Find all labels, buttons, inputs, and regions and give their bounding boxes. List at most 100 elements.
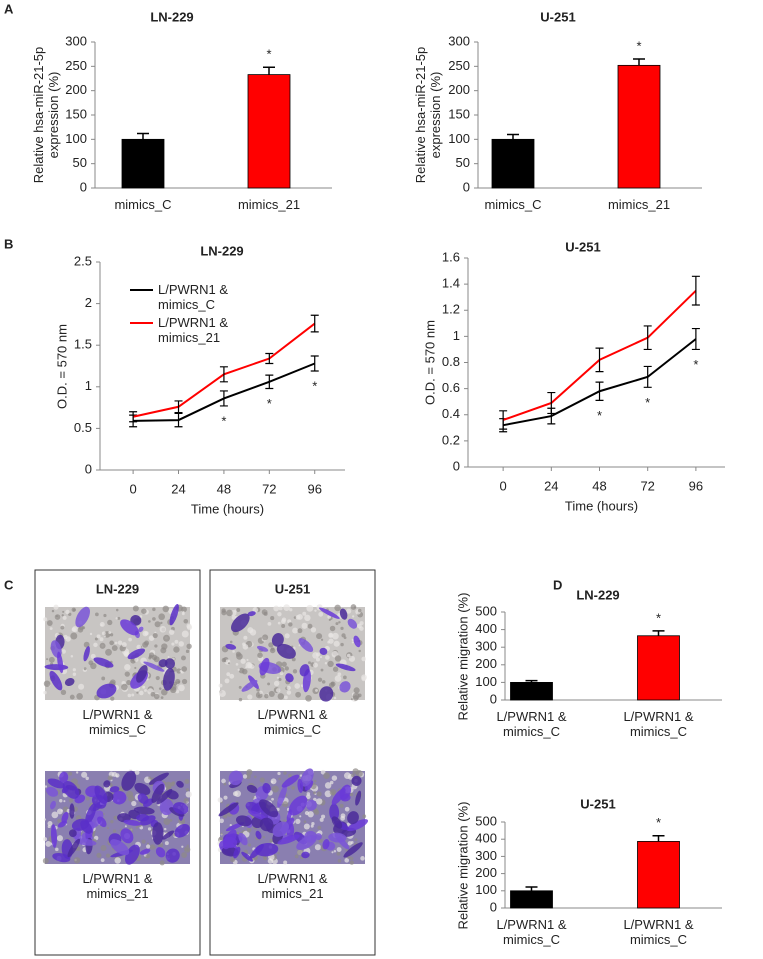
micrograph-speck [303, 823, 310, 830]
cell [93, 657, 114, 668]
y-tick-label: 0.6 [442, 380, 460, 395]
cell [123, 819, 142, 826]
micrograph-speck [223, 782, 227, 786]
micrograph-speck [75, 771, 79, 774]
micrograph-speck [161, 688, 168, 696]
x-tick-label: 96 [307, 481, 321, 496]
micrograph-speck [56, 835, 64, 842]
micrograph-speck [344, 806, 350, 812]
micrograph-speck [85, 776, 89, 781]
y-tick-label: 2.5 [74, 253, 92, 268]
micrograph-speck [162, 605, 170, 613]
micrograph-speck [277, 611, 282, 617]
micrograph-speck [150, 691, 156, 697]
micrograph-speck [320, 668, 324, 672]
micrograph-speck [361, 674, 367, 681]
micrograph-speck [89, 632, 93, 636]
cell [74, 838, 97, 846]
micrograph-speck [277, 771, 281, 776]
micrograph-speck [111, 771, 118, 777]
micrograph-speck [236, 608, 241, 613]
micrograph-speck [72, 672, 77, 676]
cell [231, 613, 250, 633]
micrograph-speck [109, 633, 114, 637]
y-tick-label: 0 [85, 461, 92, 476]
cell [339, 608, 348, 620]
micrograph-speck [353, 687, 360, 694]
legend-label: L/PWRN1 & mimics_C [158, 282, 229, 312]
micrograph-speck [68, 798, 74, 803]
micrograph-speck [238, 685, 242, 689]
micrograph-speck [294, 683, 301, 689]
cell [136, 665, 148, 683]
micrograph-speck [222, 814, 228, 819]
cell [247, 611, 256, 617]
micrograph-speck [94, 637, 98, 641]
x-tick-label: 48 [217, 481, 231, 496]
micrograph-speck [292, 627, 299, 634]
chart-title: LN-229 [576, 587, 619, 602]
micrograph-speck [185, 791, 192, 798]
micrograph-speck [299, 815, 302, 818]
cell [162, 830, 175, 840]
micrograph-speck [350, 841, 354, 844]
micrograph-speck [95, 612, 99, 617]
micrograph-speck [295, 818, 301, 824]
micrograph-speck [131, 693, 135, 697]
micrograph-speck [283, 771, 287, 775]
micrograph-speck [355, 770, 363, 778]
cell [259, 657, 270, 676]
micrograph-speck [358, 649, 361, 653]
micrograph-speck [59, 799, 63, 803]
micrograph-speck [77, 627, 84, 633]
cell [139, 848, 151, 855]
micrograph-speck [334, 604, 341, 612]
cell [347, 618, 358, 629]
micrograph-speck [218, 689, 226, 697]
micrograph-speck [111, 645, 118, 652]
micrograph-speck [164, 781, 172, 789]
y-tick-label: 0.2 [442, 432, 460, 447]
micrograph-speck [148, 776, 152, 780]
cell [46, 786, 59, 797]
cell [138, 626, 144, 633]
micrograph-speck [107, 827, 110, 830]
micrograph-speck [298, 644, 301, 647]
cell [174, 824, 190, 838]
micrograph-speck [135, 826, 139, 829]
micrograph-speck [294, 854, 299, 859]
micrograph-speck [124, 671, 130, 677]
micrograph-speck [76, 693, 83, 700]
cell [305, 780, 314, 791]
cell [298, 638, 314, 653]
cell [166, 790, 179, 800]
chart-title: U-251 [580, 796, 615, 811]
micrograph-speck [148, 635, 155, 641]
cell [133, 806, 155, 815]
y-tick-label: 1.4 [442, 276, 460, 291]
micrograph-speck [60, 809, 63, 812]
cell [276, 643, 296, 659]
error-bar [643, 325, 652, 351]
micrograph-speck [144, 640, 150, 646]
y-tick-label: 1 [85, 378, 92, 393]
micrograph-speck [362, 814, 367, 819]
micrograph-speck [226, 672, 231, 677]
x-tick-label: 24 [171, 481, 185, 496]
micrograph-speck [101, 631, 106, 636]
micrograph-speck [152, 617, 156, 621]
micrograph-speck [132, 605, 139, 612]
micrograph-speck [85, 796, 90, 801]
y-tick-label: 50 [456, 155, 470, 170]
micrograph-speck [61, 649, 66, 654]
micrograph-speck [71, 627, 76, 632]
micrograph-speck [256, 688, 260, 692]
micrograph-speck [337, 859, 342, 863]
micrograph-speck [231, 615, 237, 620]
micrograph-speck [69, 694, 75, 700]
micrograph-speck [181, 655, 186, 661]
micrograph-speck [169, 818, 173, 822]
error-bar [595, 347, 604, 373]
micrograph-speck [147, 827, 152, 831]
